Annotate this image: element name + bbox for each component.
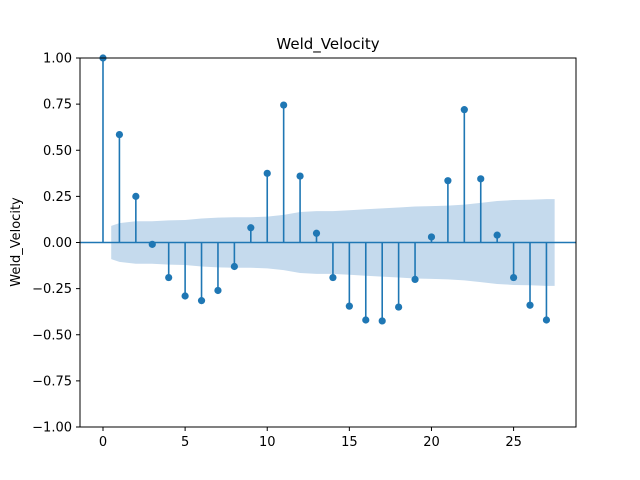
y-tick-label: −1.00 xyxy=(32,421,72,436)
y-axis-label: Weld_Velocity xyxy=(9,197,24,287)
data-point xyxy=(230,262,238,271)
data-point xyxy=(378,317,386,325)
data-point xyxy=(526,301,534,309)
axes-layer: 0 5 10 15 20 25 −1.00 −0.75 −0.50 −0.25 0.00 0.25 0.… xyxy=(32,52,577,450)
x-tick-label: 0 xyxy=(99,435,107,450)
x-tick-label: 25 xyxy=(505,435,522,450)
data-point xyxy=(509,273,518,282)
data-point xyxy=(345,302,353,310)
x-tick-label: 10 xyxy=(259,435,276,450)
data-point xyxy=(214,286,222,295)
chart-title: Weld_Velocity xyxy=(276,35,379,54)
data-point xyxy=(115,130,124,139)
data-point xyxy=(427,233,436,241)
data-point xyxy=(460,106,468,114)
y-tick-label: −0.75 xyxy=(32,374,72,389)
y-tick-label: −0.50 xyxy=(32,328,72,343)
data-point xyxy=(181,292,189,300)
y-tick-label: 0.25 xyxy=(43,190,72,205)
data-point xyxy=(247,224,255,232)
data-point xyxy=(312,229,321,237)
y-tick-label: −0.25 xyxy=(32,282,72,297)
data-point xyxy=(411,275,419,283)
stem-layer xyxy=(80,54,576,325)
data-point xyxy=(395,303,403,311)
data-point xyxy=(197,297,206,305)
data-point xyxy=(362,316,370,324)
data-point xyxy=(263,169,271,177)
data-point xyxy=(477,175,485,183)
data-point xyxy=(280,101,288,109)
data-point xyxy=(444,177,452,185)
data-point xyxy=(542,316,551,324)
y-tick-label: 1.00 xyxy=(43,52,72,67)
y-tick-label: 0.50 xyxy=(43,144,72,159)
data-point xyxy=(329,273,337,282)
data-point xyxy=(493,231,501,239)
data-point xyxy=(165,273,173,282)
y-tick-label: 0.75 xyxy=(43,98,72,113)
data-point xyxy=(132,192,140,200)
x-tick-label: 20 xyxy=(423,435,440,450)
y-tick-label: 0.00 xyxy=(43,236,72,251)
x-tick-label: 15 xyxy=(341,435,358,450)
data-point xyxy=(296,172,304,180)
data-point xyxy=(148,240,156,248)
x-tick-label: 5 xyxy=(181,435,189,450)
